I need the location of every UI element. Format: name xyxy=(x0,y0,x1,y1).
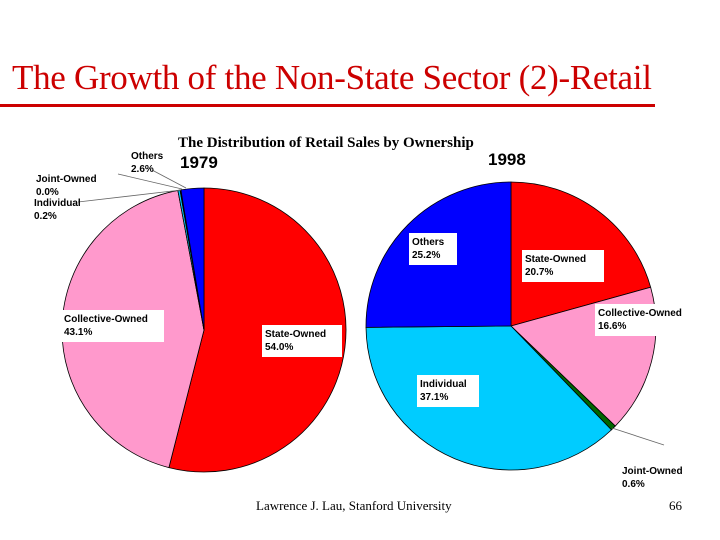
pie-1998-year-label: 1998 xyxy=(488,150,526,169)
pie-1979-slice-state-owned xyxy=(168,187,347,473)
pie-1979-leader-others xyxy=(151,169,187,189)
pie-1979-label-individual: Individual xyxy=(34,198,81,209)
pie-1979-value-others: 2.6% xyxy=(131,164,154,175)
pie-1979-value-collective-owned: 43.1% xyxy=(64,327,92,338)
pie-1998-label-others: Others xyxy=(412,237,445,248)
chart-title: The Distribution of Retail Sales by Owne… xyxy=(178,135,474,151)
pie-1979-label-state-owned: State-Owned xyxy=(265,329,326,340)
pie-1998-leader-joint-owned xyxy=(611,427,665,446)
pie-1998-label-box-collective-owned xyxy=(595,304,697,336)
slice-labels: State-Owned 54.0% Collective-Owned 43.1% Ind… xyxy=(34,151,697,490)
pie-1998-value-others: 25.2% xyxy=(412,250,440,261)
title-underline xyxy=(0,104,655,107)
pie-1998-label-collective-owned: Collective-Owned xyxy=(598,308,682,319)
pie-1979-label-box-collective-owned xyxy=(61,310,164,342)
pie-1979-year-label: 1979 xyxy=(180,153,218,172)
pie-1998-label-box-others xyxy=(409,233,457,265)
pie-1998-value-collective-owned: 16.6% xyxy=(598,321,626,332)
pie-1998-label-box-individual xyxy=(417,375,479,407)
slide-title: The Growth of the Non-State Sector (2)-R… xyxy=(12,58,652,97)
pie-1979-value-joint-owned: 0.0% xyxy=(36,187,59,198)
pie-1998-label-box-state-owned xyxy=(522,250,604,282)
page-number: 66 xyxy=(669,498,682,513)
pie-1998-label-individual: Individual xyxy=(420,379,467,390)
pie-1998-slice-individual xyxy=(365,325,612,471)
footer-credit: Lawrence J. Lau, Stanford University xyxy=(256,498,452,513)
pie-1998-label-state-owned: State-Owned xyxy=(525,254,586,265)
pie-1979-label-others: Others xyxy=(131,151,164,162)
pie-1998-value-joint-owned: 0.6% xyxy=(622,479,645,490)
pie-1979-value-state-owned: 54.0% xyxy=(265,342,293,353)
pie-1979-value-individual: 0.2% xyxy=(34,211,57,222)
pie-1979-leader-joint-owned xyxy=(117,173,183,190)
pie-1979-label-box-state-owned xyxy=(262,325,342,357)
pie-1979-label-collective-owned: Collective-Owned xyxy=(64,314,148,325)
pie-1998-value-individual: 37.1% xyxy=(420,392,448,403)
pie-1998-value-state-owned: 20.7% xyxy=(525,267,553,278)
pie-1998-label-joint-owned: Joint-Owned xyxy=(622,466,683,477)
pie-1979-leader-individual xyxy=(77,189,182,203)
pie-1979-label-joint-owned: Joint-Owned xyxy=(36,174,97,185)
